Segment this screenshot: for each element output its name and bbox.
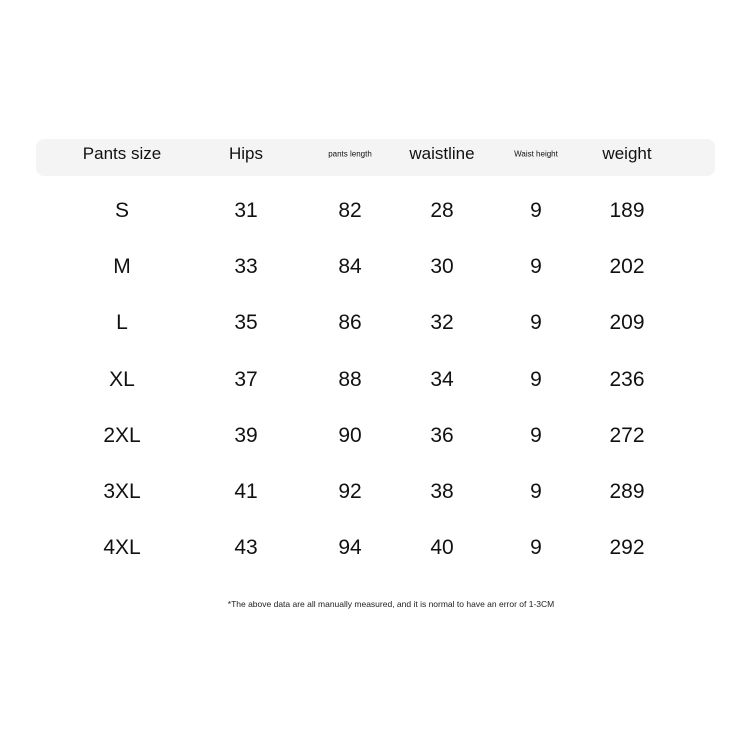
cell-hips: 43 (234, 536, 258, 560)
cell-hips: 37 (234, 367, 258, 391)
cell-pants-length: 92 (338, 480, 362, 503)
cell-waist-height: 9 (530, 480, 542, 503)
cell-weight: 209 (609, 311, 645, 335)
cell-pants-size: 2XL (103, 423, 141, 447)
cell-waistline: 38 (430, 480, 454, 503)
cell-weight: 272 (609, 423, 645, 447)
cell-waist-height: 9 (530, 311, 542, 335)
header-pants-size: Pants size (82, 144, 162, 163)
cell-weight: 202 (609, 255, 645, 279)
cell-hips: 35 (234, 311, 258, 335)
cell-pants-size: S (114, 199, 130, 222)
cell-weight: 189 (609, 199, 645, 222)
cell-pants-length: 86 (338, 311, 362, 335)
cell-pants-size: L (116, 311, 128, 335)
cell-pants-size: 4XL (103, 536, 141, 560)
cell-pants-length: 82 (338, 199, 362, 222)
cell-weight: 292 (609, 536, 645, 560)
header-hips: Hips (228, 144, 264, 163)
cell-waistline: 28 (430, 199, 454, 222)
cell-pants-length: 90 (338, 423, 362, 447)
cell-pants-size: 3XL (103, 480, 141, 503)
cell-waist-height: 9 (530, 367, 542, 391)
cell-waistline: 30 (430, 255, 454, 279)
header-waistline: waistline (409, 144, 475, 163)
cell-waist-height: 9 (530, 423, 542, 447)
cell-waistline: 36 (430, 423, 454, 447)
cell-hips: 33 (234, 255, 258, 279)
cell-pants-length: 94 (338, 536, 362, 560)
table-header-row (36, 139, 715, 176)
cell-waistline: 34 (430, 367, 454, 391)
cell-pants-length: 84 (338, 255, 362, 279)
cell-hips: 41 (234, 480, 258, 503)
header-pants-length: pants length (328, 149, 372, 159)
cell-pants-size: M (113, 255, 131, 279)
cell-weight: 289 (609, 480, 645, 503)
cell-waist-height: 9 (530, 199, 542, 222)
cell-waist-height: 9 (530, 536, 542, 560)
header-waist-height: Waist height (514, 149, 558, 159)
cell-weight: 236 (609, 367, 645, 391)
cell-pants-length: 88 (338, 367, 362, 391)
cell-waistline: 32 (430, 311, 454, 335)
cell-pants-size: XL (109, 367, 135, 391)
cell-waist-height: 9 (530, 255, 542, 279)
cell-hips: 31 (234, 199, 258, 222)
header-weight: weight (602, 144, 652, 163)
cell-hips: 39 (234, 423, 258, 447)
footnote: *The above data are all manually measure… (227, 599, 555, 609)
cell-waistline: 40 (430, 536, 454, 560)
